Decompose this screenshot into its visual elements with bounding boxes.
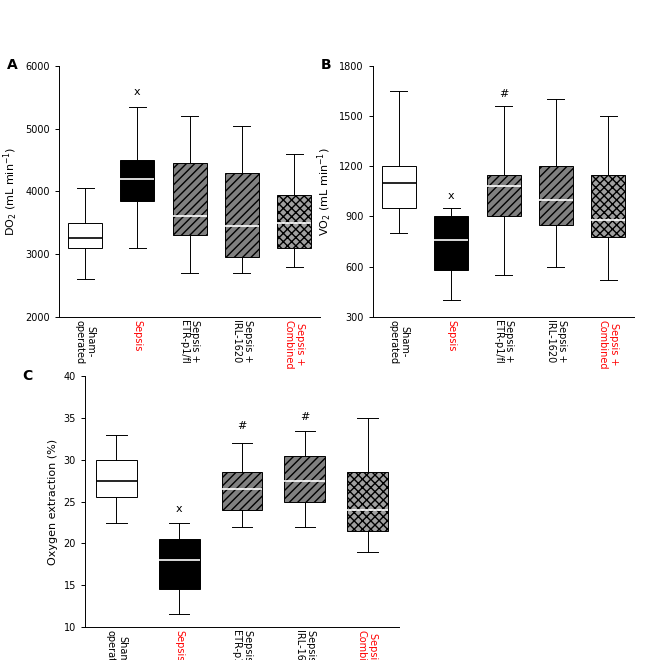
Text: B: B [320, 59, 331, 73]
PathPatch shape [487, 175, 521, 216]
Text: A: A [7, 59, 17, 73]
Text: #: # [499, 90, 508, 100]
Text: x: x [448, 191, 455, 201]
Text: #: # [237, 420, 247, 430]
Y-axis label: VO$_2$ (mL min$^{-1}$): VO$_2$ (mL min$^{-1}$) [315, 147, 334, 236]
PathPatch shape [382, 166, 416, 208]
Text: x: x [134, 87, 141, 98]
Text: #: # [300, 412, 309, 422]
PathPatch shape [434, 216, 468, 270]
PathPatch shape [120, 160, 154, 201]
PathPatch shape [347, 473, 388, 531]
PathPatch shape [173, 163, 207, 235]
PathPatch shape [96, 460, 137, 498]
Text: C: C [22, 369, 33, 383]
PathPatch shape [539, 166, 573, 225]
PathPatch shape [159, 539, 199, 589]
Text: x: x [176, 504, 182, 514]
Y-axis label: Oxygen extraction (%): Oxygen extraction (%) [48, 438, 58, 565]
PathPatch shape [222, 473, 262, 510]
Y-axis label: DO$_2$ (mL min$^{-1}$): DO$_2$ (mL min$^{-1}$) [1, 147, 20, 236]
PathPatch shape [284, 455, 325, 502]
PathPatch shape [225, 173, 259, 257]
PathPatch shape [68, 223, 102, 248]
PathPatch shape [591, 175, 625, 236]
PathPatch shape [277, 195, 311, 248]
